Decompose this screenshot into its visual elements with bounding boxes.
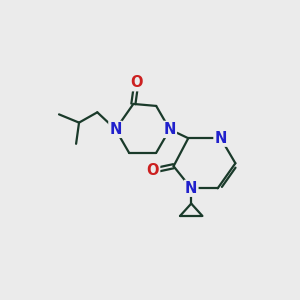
Text: N: N: [185, 181, 197, 196]
Text: O: O: [130, 75, 142, 90]
Text: N: N: [110, 122, 122, 137]
Text: N: N: [214, 131, 227, 146]
Text: N: N: [164, 122, 176, 137]
Text: O: O: [147, 163, 159, 178]
